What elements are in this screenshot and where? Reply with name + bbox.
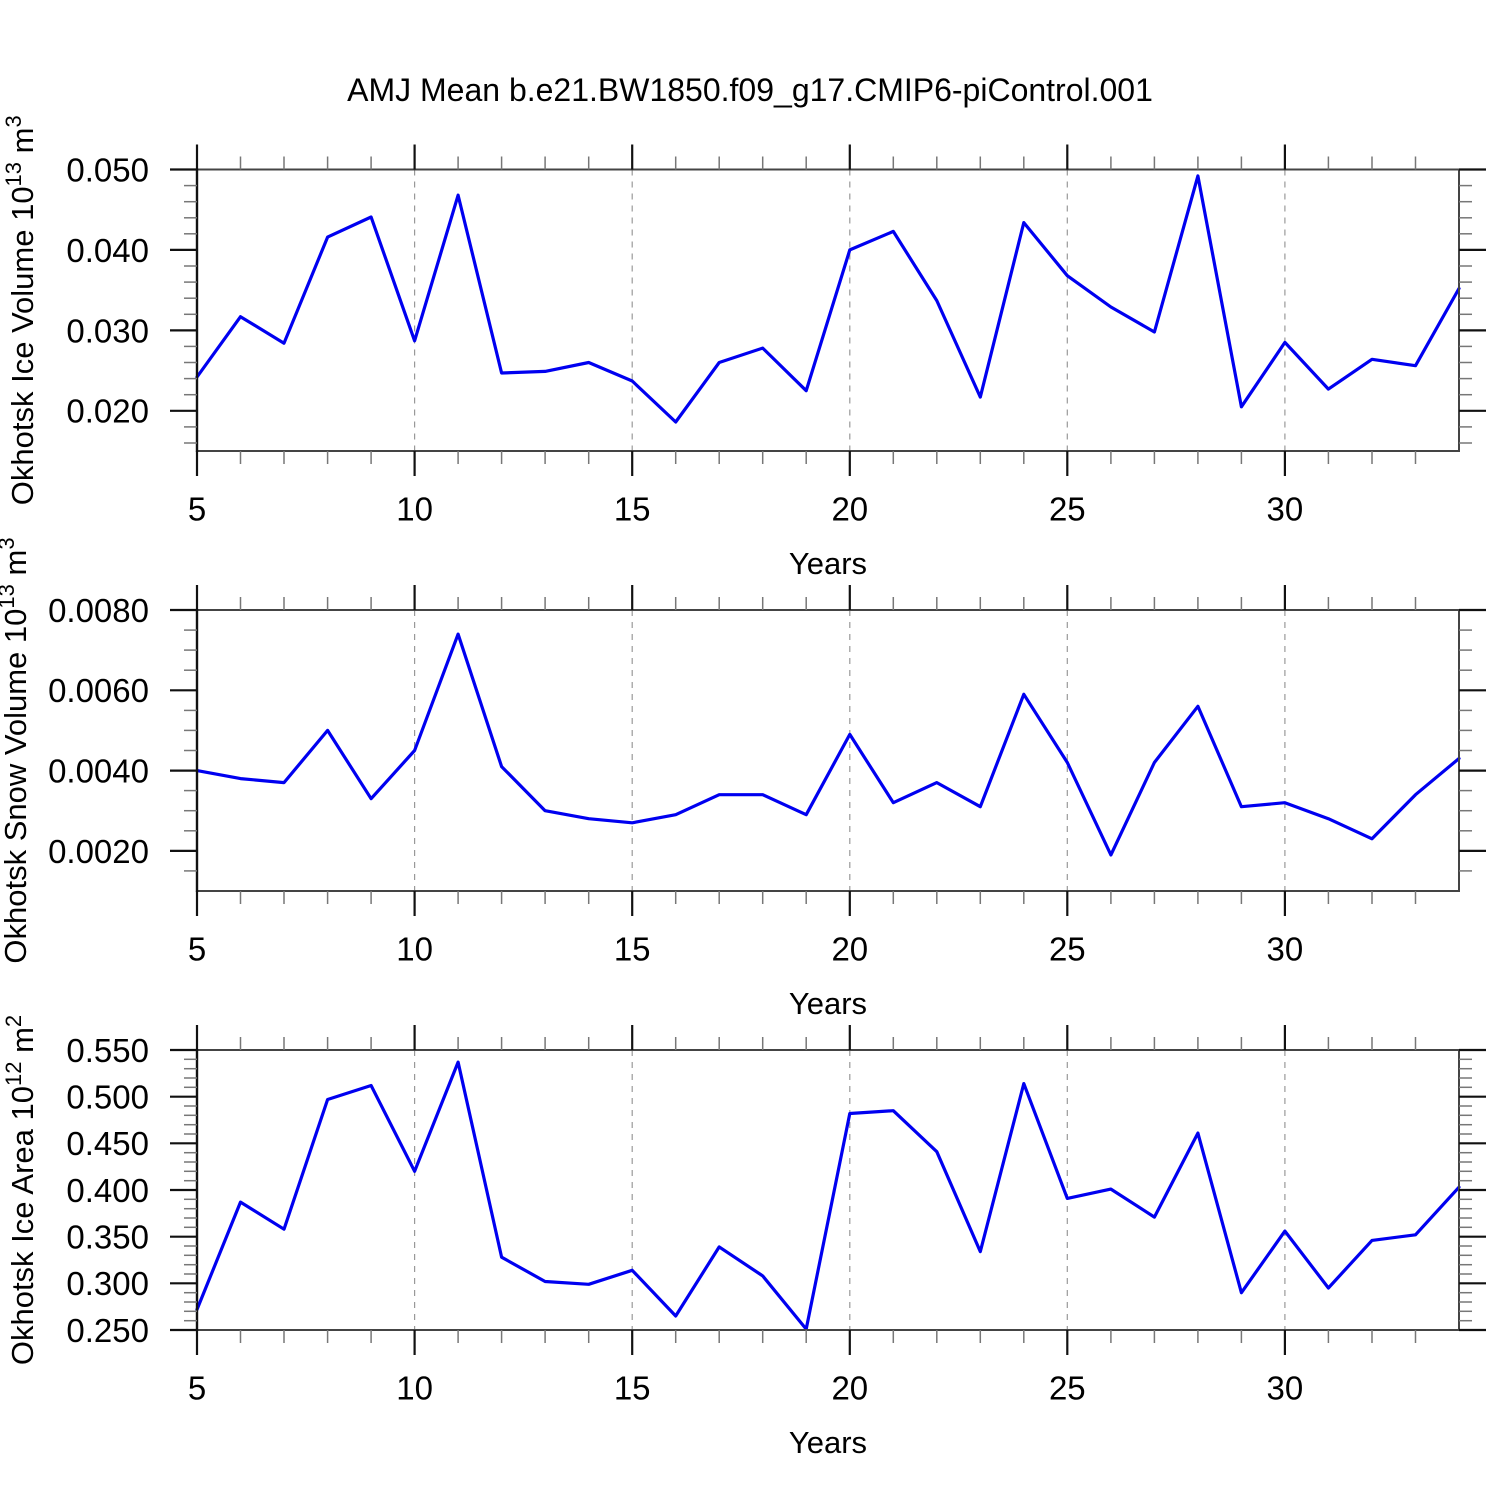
y-tick-label: 0.0040 xyxy=(48,752,149,789)
y-axis-title: Okhotsk Ice Area 1012 m2 xyxy=(1,1015,40,1365)
y-tick-label: 0.500 xyxy=(66,1079,149,1116)
x-tick-label: 10 xyxy=(396,1370,433,1407)
x-axis-title: Years xyxy=(789,986,867,1021)
y-tick-label: 0.350 xyxy=(66,1219,149,1256)
y-tick-label: 0.050 xyxy=(66,151,149,188)
y-axis-title: Okhotsk Snow Volume 1013 m3 xyxy=(0,537,33,963)
x-tick-label: 10 xyxy=(396,491,433,528)
y-tick-label: 0.400 xyxy=(66,1172,149,1209)
x-tick-label: 30 xyxy=(1267,491,1304,528)
x-axis-title: Years xyxy=(789,546,867,581)
x-tick-label: 20 xyxy=(831,1370,868,1407)
data-line xyxy=(195,632,1461,857)
y-tick-label: 0.550 xyxy=(66,1032,149,1069)
okhotsk-ice-volume-chart: 5 10 15 20 25 30 0.020 0.030 0.040 0.050 Years Okho… xyxy=(1,115,1486,581)
x-tick-label: 20 xyxy=(831,931,868,968)
x-tick-label: 15 xyxy=(614,491,651,528)
okhotsk-ice-area-chart: 5 10 15 20 25 30 0.250 0.300 0.350 0.400 0.450 0.50… xyxy=(1,1015,1486,1460)
x-tick-label: 30 xyxy=(1267,931,1304,968)
y-tick-label: 0.250 xyxy=(66,1312,149,1349)
y-tick-label: 0.0080 xyxy=(48,592,149,629)
x-tick-label: 25 xyxy=(1049,931,1086,968)
x-tick-label: 10 xyxy=(396,931,433,968)
y-tick-label: 0.0060 xyxy=(48,672,149,709)
y-axis-title: Okhotsk Ice Volume 1013 m3 xyxy=(1,115,40,505)
data-line xyxy=(195,1060,1461,1331)
figure-title: AMJ Mean b.e21.BW1850.f09_g17.CMIP6-piCo… xyxy=(347,72,1153,108)
x-tick-label: 15 xyxy=(614,931,651,968)
y-tick-label: 0.030 xyxy=(66,312,149,349)
x-tick-label: 5 xyxy=(188,931,206,968)
data-line xyxy=(195,174,1461,424)
x-tick-label: 25 xyxy=(1049,491,1086,528)
x-axis-title: Years xyxy=(789,1425,867,1460)
x-tick-label: 30 xyxy=(1267,1370,1304,1407)
y-tick-label: 0.020 xyxy=(66,393,149,430)
x-tick-label: 15 xyxy=(614,1370,651,1407)
y-tick-label: 0.0020 xyxy=(48,833,149,870)
plot-frame xyxy=(196,1049,1460,1331)
plot-frame xyxy=(196,609,1460,892)
plot-frame xyxy=(196,168,1460,452)
y-tick-label: 0.450 xyxy=(66,1125,149,1162)
x-tick-label: 25 xyxy=(1049,1370,1086,1407)
x-tick-label: 20 xyxy=(831,491,868,528)
x-tick-label: 5 xyxy=(188,1370,206,1407)
x-tick-label: 5 xyxy=(188,491,206,528)
y-tick-label: 0.300 xyxy=(66,1265,149,1302)
okhotsk-snow-volume-chart: 5 10 15 20 25 30 0.0020 0.0040 0.0060 0.0080 Years… xyxy=(0,537,1486,1021)
y-tick-label: 0.040 xyxy=(66,232,149,269)
